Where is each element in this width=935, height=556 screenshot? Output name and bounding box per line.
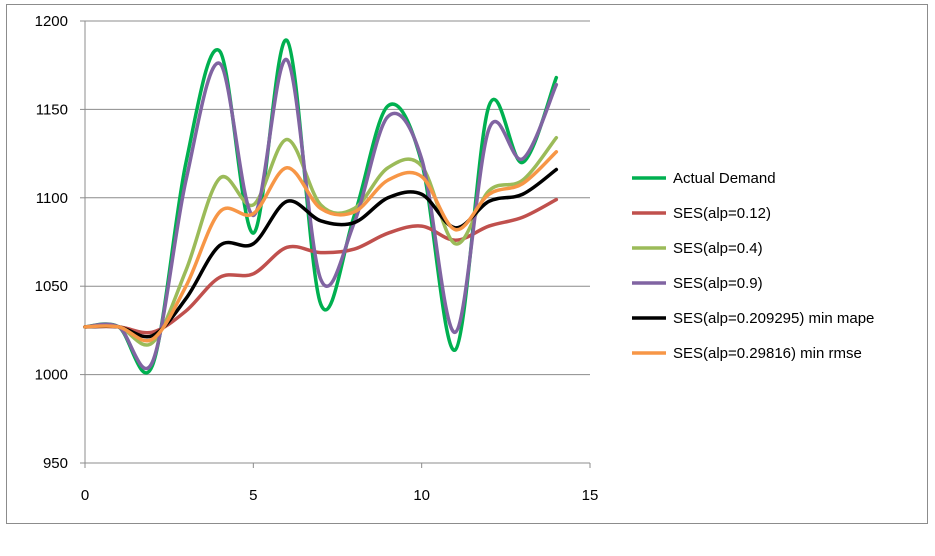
y-tick-label-950: 950 [43, 455, 68, 472]
legend-label-3: SES(alp=0.4) [673, 240, 763, 257]
chart-frame [6, 4, 928, 524]
x-tick-label-15: 15 [582, 487, 599, 504]
y-tick-label-1150: 1150 [36, 101, 68, 118]
legend-label-4: SES(alp=0.9) [673, 275, 763, 292]
x-tick-label-0: 0 [81, 487, 89, 504]
series-line-6 [83, 150, 559, 343]
series-line-3 [83, 135, 559, 347]
legend-label-5: SES(alp=0.209295) min mape [673, 310, 874, 327]
legend-label-1: Actual Demand [673, 170, 776, 187]
y-tick-label-1200: 1200 [35, 13, 68, 30]
y-tick-label-1050: 1050 [35, 278, 68, 295]
legend-label-2: SES(alp=0.12) [673, 205, 771, 222]
y-tick-label-1100: 1100 [36, 190, 68, 207]
series-line-4 [83, 58, 559, 371]
legend-label-6: SES(alp=0.29816) min rmse [673, 345, 862, 362]
x-tick-label-5: 5 [249, 487, 257, 504]
y-tick-label-1000: 1000 [35, 367, 68, 384]
x-tick-label-10: 10 [413, 487, 430, 504]
